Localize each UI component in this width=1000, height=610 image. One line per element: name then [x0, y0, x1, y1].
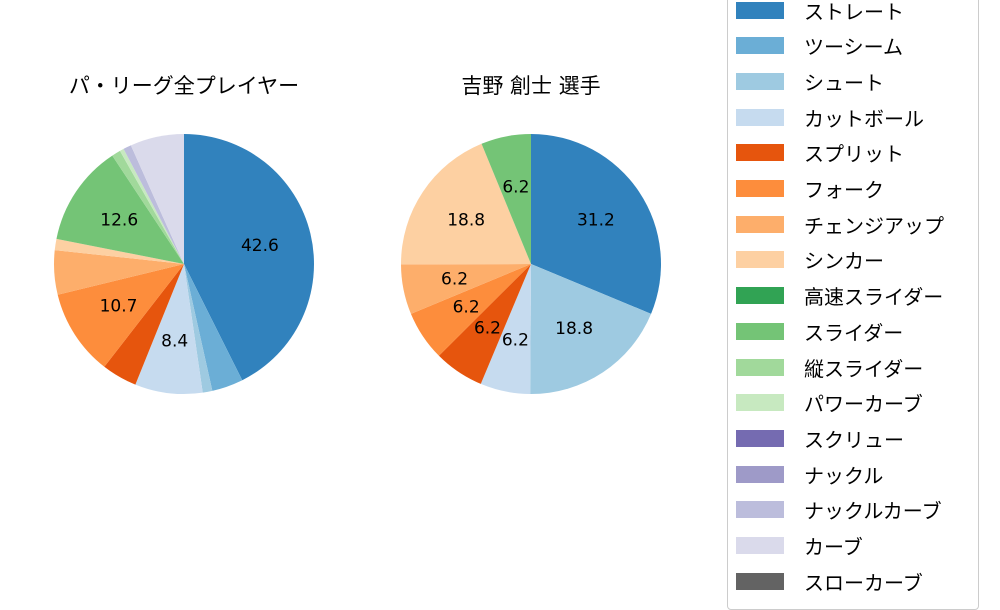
pie-slice [401, 143, 531, 265]
pie-slice [119, 148, 184, 264]
slice-value-label: 6.2 [474, 319, 501, 339]
pie-league: 42.6 8.4 10.7 12.6 [54, 134, 314, 394]
pie-slice [57, 264, 184, 367]
pie-slice [401, 264, 531, 314]
legend-label: パワーカーブ [804, 392, 923, 417]
legend-swatch [736, 572, 784, 590]
pie-slice [54, 250, 184, 295]
legend-item: ツーシーム [736, 34, 903, 60]
slice-value-label: 10.7 [100, 296, 138, 316]
slice-value-label: 18.8 [447, 211, 485, 231]
slice-value-label: 8.4 [161, 331, 188, 351]
legend-swatch [736, 72, 784, 90]
pie-slice [104, 264, 184, 385]
pie-slice [410, 264, 531, 356]
pie-slice [184, 264, 213, 393]
legend-item: シュート [736, 69, 884, 95]
pie-slice [531, 134, 661, 314]
legend-swatch [736, 394, 784, 412]
legend-label: スプリット [804, 142, 904, 167]
slice-value-label: 6.2 [441, 269, 468, 289]
legend-item: ナックルカーブ [736, 498, 942, 524]
legend-label: チェンジアップ [804, 213, 944, 238]
pie-slice [481, 134, 531, 264]
legend-item: ストレート [736, 0, 904, 24]
legend-swatch [736, 287, 784, 305]
legend-item: カーブ [736, 534, 863, 559]
legend-label: 縦スライダー [804, 356, 924, 381]
legend-label: カーブ [804, 535, 863, 559]
legend-label: スライダー [804, 320, 904, 345]
legend-item: スクリュー [736, 426, 904, 452]
legend-label: スクリュー [804, 427, 904, 452]
legend-swatch [736, 322, 784, 340]
pie-slice [112, 150, 184, 264]
chart-title-league: パ・リーグ全プレイヤー [68, 74, 300, 98]
legend-item: シンカー [736, 248, 884, 274]
pie-player: 31.218.86.26.26.26.218.86.2 [401, 134, 661, 395]
slice-value-label: 6.2 [453, 297, 480, 317]
chart-title-player: 吉野 創士 選手 [461, 74, 601, 98]
legend-item: ナックル [736, 462, 884, 488]
slice-value-label: 6.2 [502, 330, 529, 350]
legend-item: スライダー [736, 319, 904, 345]
pie-slice [135, 264, 203, 394]
legend-swatch [736, 501, 784, 519]
slice-value-label: 18.8 [555, 319, 593, 339]
pie-slice [438, 264, 531, 384]
legend-label: ストレート [804, 0, 904, 24]
legend-swatch [736, 1, 784, 19]
legend-item: スプリット [736, 141, 904, 167]
legend-swatch [736, 215, 784, 233]
legend-swatch [736, 37, 784, 55]
legend-swatch [736, 108, 784, 126]
legend-label: シュート [804, 70, 884, 95]
pie-slice [123, 145, 184, 264]
legend-label: ツーシーム [804, 35, 903, 60]
legend: ストレートツーシームシュートカットボール スプリットフォークチェンジアップ シンカー… [727, 0, 979, 610]
legend-item: パワーカーブ [736, 391, 923, 417]
legend-swatch [736, 537, 784, 554]
legend-label: ナックルカーブ [804, 499, 942, 524]
legend-swatch [736, 180, 784, 197]
legend-item: 縦スライダー [736, 355, 924, 381]
slice-value-label: 31.2 [577, 211, 615, 231]
slice-value-label: 6.2 [502, 177, 529, 197]
legend-swatch [736, 144, 784, 162]
legend-label: シンカー [804, 249, 884, 274]
legend-item: フォーク [736, 177, 884, 202]
pie-slice [130, 134, 184, 264]
legend-label: フォーク [804, 178, 884, 202]
legend-label: ナックル [804, 463, 884, 488]
pie-slice [184, 264, 243, 391]
legend-label: カットボール [804, 106, 924, 131]
legend-swatch [736, 465, 784, 483]
pie-slice [56, 155, 184, 264]
legend-swatch [736, 429, 784, 447]
slice-value-label: 12.6 [100, 211, 138, 231]
legend-item: カットボール [736, 105, 924, 131]
pie-slice [184, 134, 314, 381]
legend-item: チェンジアップ [736, 212, 944, 238]
pie-slice [54, 238, 184, 264]
legend-item: 高速スライダー [736, 284, 944, 310]
slice-value-label: 42.6 [241, 236, 279, 256]
legend-item: スローカーブ [736, 569, 923, 595]
legend-swatch [736, 358, 784, 376]
legend-swatch [736, 251, 784, 269]
legend-label: 高速スライダー [804, 285, 944, 310]
pie-slice [530, 264, 652, 395]
legend-label: スローカーブ [804, 570, 923, 595]
pie-slice [480, 264, 531, 394]
